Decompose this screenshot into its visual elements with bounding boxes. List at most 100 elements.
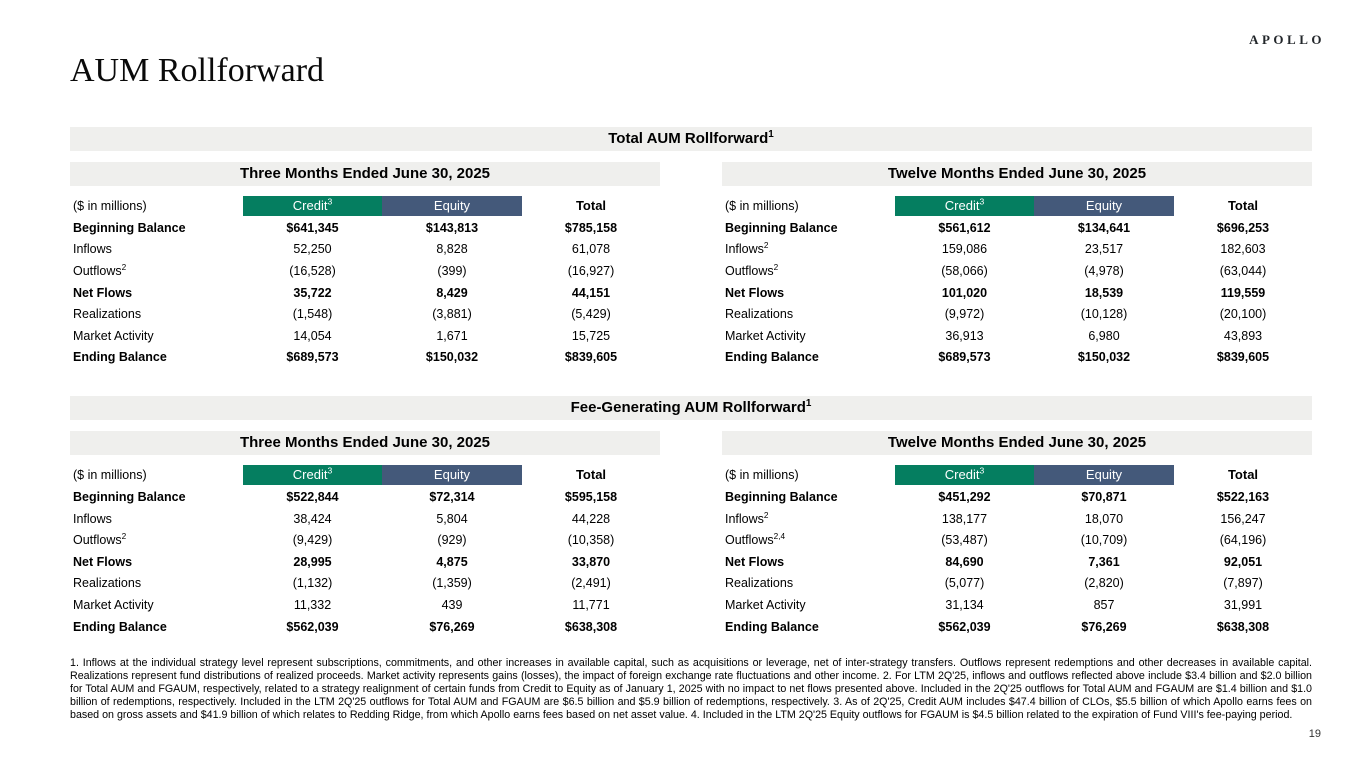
cell-credit: 159,086 — [941, 242, 988, 257]
cell-equity: 18,070 — [1084, 511, 1124, 526]
cell-credit: 84,690 — [945, 554, 984, 569]
table-row: Net Flows 84,690 7,361 92,051 — [722, 551, 1312, 573]
cell-total: (16,927) — [567, 263, 615, 278]
cell-equity: (929) — [437, 533, 467, 548]
unit-label: ($ in millions) — [73, 198, 147, 213]
cell-credit: (53,487) — [941, 533, 988, 548]
unit-label: ($ in millions) — [725, 198, 799, 213]
cell-total: 33,870 — [571, 554, 611, 569]
table-half: Twelve Months Ended June 30, 2025 ($ in m… — [722, 162, 1312, 368]
cell-total: $638,308 — [1216, 619, 1270, 634]
table-row: Beginning Balance $561,612 $134,641 $696,25… — [722, 217, 1312, 239]
row-label: Inflows — [73, 511, 112, 526]
cell-total: (20,100) — [1219, 307, 1267, 322]
table-half: Twelve Months Ended June 30, 2025 ($ in m… — [722, 431, 1312, 637]
row-label: Ending Balance — [73, 350, 167, 365]
row-label: Net Flows — [725, 285, 785, 300]
unit-label: ($ in millions) — [725, 467, 799, 482]
cell-total: 92,051 — [1223, 554, 1263, 569]
cell-equity: $150,032 — [425, 350, 479, 365]
column-header-row: ($ in millions) Credit3 Equity Total — [70, 195, 660, 216]
cell-total: 44,151 — [571, 285, 611, 300]
cell-credit: 31,134 — [945, 597, 984, 612]
cell-total: $522,163 — [1216, 489, 1270, 504]
table-row: Realizations (5,077) (2,820) (7,897) — [722, 573, 1312, 595]
cell-equity: (1,359) — [432, 576, 472, 591]
row-label: Beginning Balance — [725, 220, 838, 235]
column-header-credit: Credit3 — [895, 195, 1034, 216]
cell-total: 119,559 — [1220, 285, 1266, 300]
table-row: Beginning Balance $451,292 $70,871 $522,163 — [722, 486, 1312, 508]
row-label: Realizations — [725, 576, 794, 591]
table-half: Three Months Ended June 30, 2025 ($ in mi… — [70, 162, 660, 368]
column-header-row: ($ in millions) Credit3 Equity Total — [722, 464, 1312, 485]
row-label: Realizations — [73, 307, 142, 322]
cell-credit: 38,424 — [293, 511, 332, 526]
table-row: Beginning Balance $522,844 $72,314 $595,158 — [70, 486, 660, 508]
row-label: Inflows — [73, 242, 112, 257]
table-row: Beginning Balance $641,345 $143,813 $785,15… — [70, 217, 660, 239]
row-label: Inflows2 — [725, 510, 769, 526]
period-band: Three Months Ended June 30, 2025 — [70, 162, 660, 186]
table-group: Fee-Generating AUM Rollforward1 Three Mon… — [70, 396, 1312, 637]
unit-label: ($ in millions) — [73, 467, 147, 482]
cell-equity: 8,429 — [436, 285, 468, 300]
cell-equity: $143,813 — [425, 220, 479, 235]
row-label: Ending Balance — [725, 350, 819, 365]
cell-equity: $134,641 — [1077, 220, 1131, 235]
column-header-total: Total — [1227, 467, 1259, 483]
table-halves: Three Months Ended June 30, 2025 ($ in mi… — [70, 431, 1312, 637]
table-row: Ending Balance $562,039 $76,269 $638,308 — [70, 616, 660, 638]
column-header-equity: Equity — [382, 464, 522, 485]
cell-total: 15,725 — [571, 328, 611, 343]
page-title: AUM Rollforward — [70, 52, 325, 89]
table-row: Inflows 52,250 8,828 61,078 — [70, 239, 660, 261]
cell-equity: 23,517 — [1084, 242, 1124, 257]
cell-equity: 1,671 — [436, 328, 468, 343]
cell-equity: (4,978) — [1084, 263, 1124, 278]
column-header-credit: Credit3 — [243, 195, 382, 216]
cell-credit: (58,066) — [941, 263, 988, 278]
table-halves: Three Months Ended June 30, 2025 ($ in mi… — [70, 162, 1312, 368]
column-header-total: Total — [1227, 198, 1259, 213]
row-label: Market Activity — [725, 597, 806, 612]
table-row: Outflows2 (58,066) (4,978) (63,044) — [722, 260, 1312, 282]
row-label: Outflows2 — [73, 531, 127, 548]
cell-credit: 101,020 — [941, 285, 988, 300]
table-row: Outflows2 (16,528) (399) (16,927) — [70, 260, 660, 282]
cell-credit: $562,039 — [286, 619, 339, 634]
period-band: Twelve Months Ended June 30, 2025 — [722, 431, 1312, 456]
table-row: Market Activity 36,913 6,980 43,893 — [722, 325, 1312, 347]
row-label: Outflows2 — [725, 262, 779, 278]
cell-credit: $562,039 — [938, 619, 991, 634]
cell-equity: 8,828 — [436, 242, 468, 257]
table-row: Ending Balance $689,573 $150,032 $839,605 — [722, 347, 1312, 369]
cell-equity: 4,875 — [436, 554, 468, 569]
cell-credit: 52,250 — [293, 242, 332, 257]
table-row: Realizations (9,972) (10,128) (20,100) — [722, 303, 1312, 325]
cell-total: 61,078 — [571, 242, 611, 257]
cell-total: 182,603 — [1220, 242, 1266, 257]
cell-total: 11,771 — [572, 597, 610, 612]
table-row: Net Flows 101,020 18,539 119,559 — [722, 282, 1312, 304]
cell-equity: (2,820) — [1084, 576, 1124, 591]
cell-equity: $76,269 — [429, 619, 475, 634]
table-group: Total AUM Rollforward1 Three Months Ended… — [70, 127, 1312, 368]
table-title-band: Total AUM Rollforward1 — [70, 127, 1312, 151]
cell-equity: $70,871 — [1081, 489, 1127, 504]
row-label: Outflows2 — [73, 262, 127, 278]
cell-credit: (16,528) — [289, 263, 336, 278]
row-label: Net Flows — [73, 554, 133, 569]
cell-equity: 7,361 — [1088, 554, 1120, 569]
column-header-credit: Credit3 — [243, 464, 382, 485]
cell-equity: $150,032 — [1077, 350, 1131, 365]
row-label: Ending Balance — [73, 619, 167, 634]
cell-equity: 18,539 — [1084, 285, 1124, 300]
row-label: Ending Balance — [725, 619, 819, 634]
cell-total: $785,158 — [564, 220, 618, 235]
cell-equity: 5,804 — [436, 511, 468, 526]
row-label: Market Activity — [73, 597, 154, 612]
cell-equity: (10,709) — [1080, 533, 1128, 548]
table-row: Realizations (1,132) (1,359) (2,491) — [70, 573, 660, 595]
